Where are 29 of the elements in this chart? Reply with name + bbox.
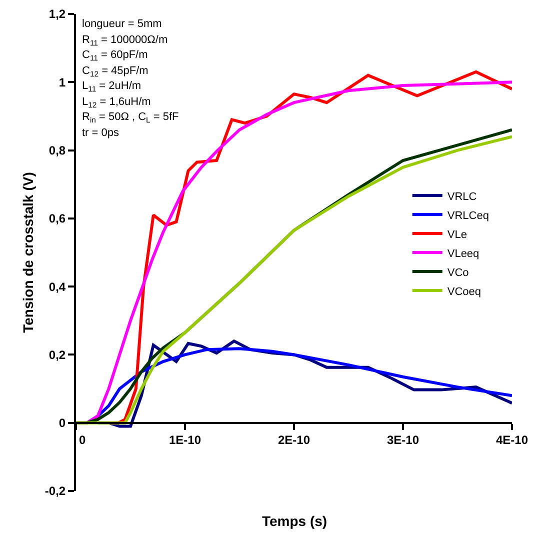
legend-label: VLeeq <box>447 248 480 260</box>
legend-label: VCo <box>447 266 469 279</box>
y-tick-label: 0 <box>58 416 66 430</box>
annotation: C$_{11}$ = 60pF/m <box>82 49 148 62</box>
annotation: longueur = 5mm <box>82 18 162 30</box>
y-tick-label: 0,6 <box>48 212 66 226</box>
y-axis-title: Tension de crosstalk (V) <box>20 172 36 333</box>
annotation: C$_{12}$ = 45pF/m <box>82 65 148 78</box>
x-tick-label: 2E-10 <box>278 433 310 447</box>
x-tick-label: 1E-10 <box>169 433 202 447</box>
annotation: R$_{11}$ = 100000Ω/m <box>82 34 168 48</box>
y-tick-label: 1 <box>58 75 66 90</box>
annotation: tr = 0ps <box>82 127 120 139</box>
legend-label: VRLCeq <box>447 210 489 222</box>
x-tick-label: 0 <box>79 433 86 447</box>
x-tick-label: 3E-10 <box>387 433 420 447</box>
annotation: L$_{12}$ = 1,6uH/m <box>82 96 151 110</box>
legend-label: VRLC <box>447 190 477 203</box>
y-tick-label: 1,2 <box>48 7 66 22</box>
y-tick-label: -0,2 <box>44 484 66 498</box>
y-tick-label: 0,2 <box>48 348 66 362</box>
annotation: R$_{in}$ = 50Ω , C$_{L}$ = 5fF <box>82 111 180 124</box>
x-tick-label: 4E-10 <box>496 433 528 447</box>
annotation: L$_{11}$ = 2uH/m <box>82 80 142 94</box>
x-axis-title: Temps (s) <box>262 513 328 529</box>
legend-label: VCoeq <box>447 286 481 298</box>
y-tick-label: 0,8 <box>48 143 66 158</box>
y-tick-label: 0,4 <box>48 280 66 294</box>
legend-label: VLe <box>447 228 467 241</box>
